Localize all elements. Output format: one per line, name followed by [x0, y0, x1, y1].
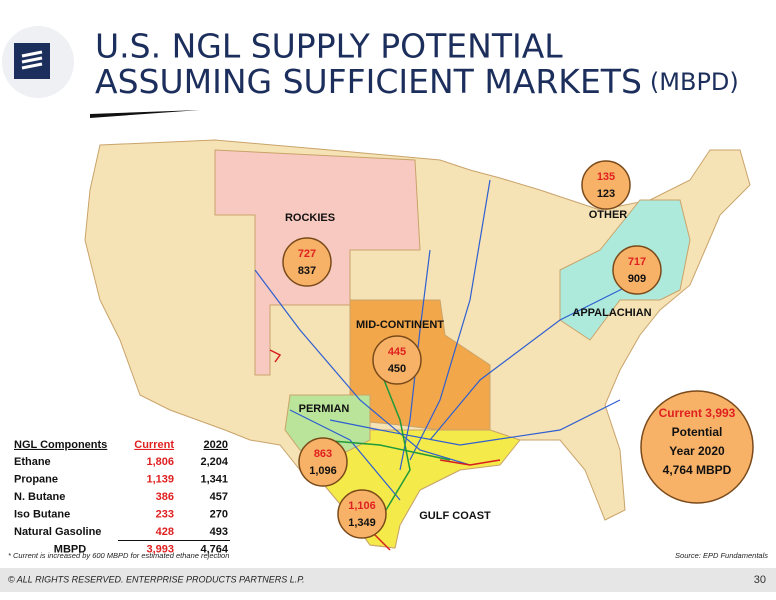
- cell: 1,806: [146, 456, 174, 468]
- region-circle: [581, 160, 631, 210]
- callout-circle: [640, 390, 754, 504]
- region-potential: 123: [597, 188, 615, 200]
- title-line1: U.S. NGL SUPPLY POTENTIAL: [95, 27, 563, 66]
- region-name: OTHER: [589, 209, 628, 221]
- callout-line: Potential: [672, 425, 723, 439]
- map: [84, 139, 751, 551]
- callout-line: 4,764 MBPD: [663, 463, 732, 477]
- region-potential: 1,096: [309, 465, 337, 477]
- pipeline: [409, 179, 491, 461]
- cell: 1,341: [200, 473, 228, 485]
- region-circle: [282, 237, 332, 287]
- cell: 233: [156, 508, 174, 520]
- callout-current: Current 3,993: [659, 406, 736, 420]
- region-potential: 450: [388, 363, 406, 375]
- footnote: * Current is increased by 600 MBPD for e…: [8, 551, 229, 560]
- pipeline: [254, 269, 471, 466]
- region-current: 863: [314, 448, 332, 460]
- title-unit: (MBPD): [650, 68, 739, 96]
- row-label: Ethane: [14, 456, 51, 468]
- region-potential: 1,349: [348, 517, 376, 529]
- callout-line: Year 2020: [669, 444, 725, 458]
- cell: 3,993: [146, 543, 174, 555]
- pipelines-green: [319, 369, 451, 521]
- row-label: N. Butane: [14, 491, 65, 503]
- row-label: MBPD: [54, 543, 86, 555]
- title-line2-text: ASSUMING SUFFICIENT MARKETS: [95, 62, 642, 101]
- region-current: 717: [628, 256, 646, 268]
- title-underline: [90, 110, 200, 118]
- column-header: Current: [134, 439, 174, 451]
- page-number: 30: [754, 574, 766, 586]
- region-name: MID-CONTINENT: [356, 319, 444, 331]
- row-label: Natural Gasoline: [14, 526, 101, 538]
- copyright: © ALL RIGHTS RESERVED. ENTERPRISE PRODUC…: [8, 574, 305, 584]
- pipeline: [329, 399, 621, 446]
- components-table: NGL Components Current 2020 Ethane 1,806 2,20…: [14, 439, 230, 555]
- region-circle: [298, 437, 348, 487]
- callout: Current 3,993 Potential Year 2020 4,764 …: [640, 390, 754, 504]
- cell: 270: [210, 508, 228, 520]
- pipeline: [319, 439, 451, 461]
- footer-bar: [0, 568, 776, 592]
- region-circle: [612, 245, 662, 295]
- region-name: PERMIAN: [299, 403, 350, 415]
- region-name: GULF COAST: [419, 510, 491, 522]
- region-potential: 837: [298, 265, 316, 277]
- pipeline: [439, 459, 501, 466]
- cell: 1,139: [146, 473, 174, 485]
- column-header: 2020: [204, 439, 228, 451]
- region-circle: [372, 335, 422, 385]
- region-potential: 909: [628, 273, 646, 285]
- cell: 493: [210, 526, 228, 538]
- region-markers: 727 837 ROCKIES 445 450 MID-CONTINENT 863 1,096…: [282, 160, 662, 539]
- region-name: APPALACHIAN: [572, 307, 651, 319]
- region-current: 135: [597, 171, 615, 183]
- pipeline: [379, 369, 411, 521]
- region-current: 1,106: [348, 500, 376, 512]
- row-label: Propane: [14, 473, 58, 485]
- title-line2: ASSUMING SUFFICIENT MARKETS (MBPD): [95, 62, 739, 101]
- cell: 2,204: [200, 456, 228, 468]
- row-label: Iso Butane: [14, 508, 70, 520]
- cell: 457: [210, 491, 228, 503]
- column-header: NGL Components: [14, 439, 107, 451]
- pipeline: [429, 279, 641, 441]
- region-name: ROCKIES: [285, 212, 335, 224]
- cell: 386: [156, 491, 174, 503]
- region-current: 727: [298, 248, 316, 260]
- source: Source: EPD Fundamentals: [675, 551, 768, 560]
- region-circle: [337, 489, 387, 539]
- logo-mark: [21, 50, 43, 70]
- pipeline: [269, 349, 282, 363]
- region-current: 445: [388, 346, 406, 358]
- cell: 428: [156, 526, 174, 538]
- pipeline: [289, 409, 401, 501]
- cell: 4,764: [200, 543, 228, 555]
